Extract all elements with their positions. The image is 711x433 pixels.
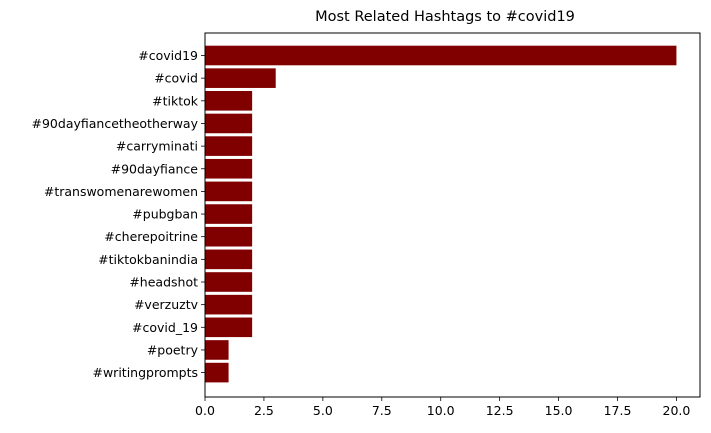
bar — [205, 362, 229, 383]
y-tick-label: #verzuztv — [134, 297, 199, 312]
x-tick-label: 7.5 — [372, 403, 392, 418]
x-axis-ticks: 0.0 2.5 5.0 7.5 10.0 12.5 15.0 17.5 20.0 — [195, 397, 690, 418]
y-tick-label: #covid_19 — [132, 320, 198, 335]
y-tick-label: #cherepoitrine — [104, 229, 198, 244]
bar — [205, 68, 276, 88]
x-tick-label: 20.0 — [663, 403, 691, 418]
y-tick-label: #carryminati — [116, 139, 198, 154]
bar — [205, 226, 253, 247]
y-tick-label: #90dayfiancetheotherway — [32, 116, 199, 131]
x-tick-label: 17.5 — [604, 403, 632, 418]
bar — [205, 204, 253, 224]
y-tick-label: #tiktok — [152, 93, 199, 108]
bar — [205, 158, 253, 179]
bar — [205, 294, 253, 315]
bar — [205, 113, 253, 134]
y-tick-label: #tiktokbanindia — [98, 252, 198, 267]
y-axis-ticks: #covid19 #covid #tiktok #90dayfiancetheothe… — [32, 48, 205, 380]
bar — [205, 45, 677, 66]
x-tick-label: 15.0 — [545, 403, 573, 418]
y-tick-label: #90dayfiance — [111, 161, 199, 176]
y-tick-label: #poetry — [147, 342, 199, 357]
bar — [205, 272, 253, 292]
bar — [205, 136, 253, 156]
x-tick-label: 0.0 — [195, 403, 215, 418]
y-tick-label: #pubgban — [132, 207, 198, 222]
x-tick-label: 12.5 — [486, 403, 514, 418]
x-tick-label: 5.0 — [313, 403, 333, 418]
x-tick-label: 2.5 — [254, 403, 274, 418]
x-tick-label: 10.0 — [427, 403, 455, 418]
y-tick-label: #transwomenarewomen — [44, 184, 198, 199]
plot-frame — [204, 32, 701, 398]
bar — [205, 249, 253, 270]
bar — [205, 317, 253, 338]
y-tick-label: #headshot — [129, 275, 198, 290]
bars-layer — [205, 45, 677, 383]
bar — [205, 181, 253, 202]
bar — [205, 91, 253, 111]
y-tick-label: #writingprompts — [92, 365, 198, 380]
chart-title: Most Related Hashtags to #covid19 — [315, 9, 575, 25]
y-tick-label: #covid19 — [138, 48, 198, 63]
y-tick-label: #covid — [154, 71, 198, 86]
bar — [205, 340, 229, 360]
